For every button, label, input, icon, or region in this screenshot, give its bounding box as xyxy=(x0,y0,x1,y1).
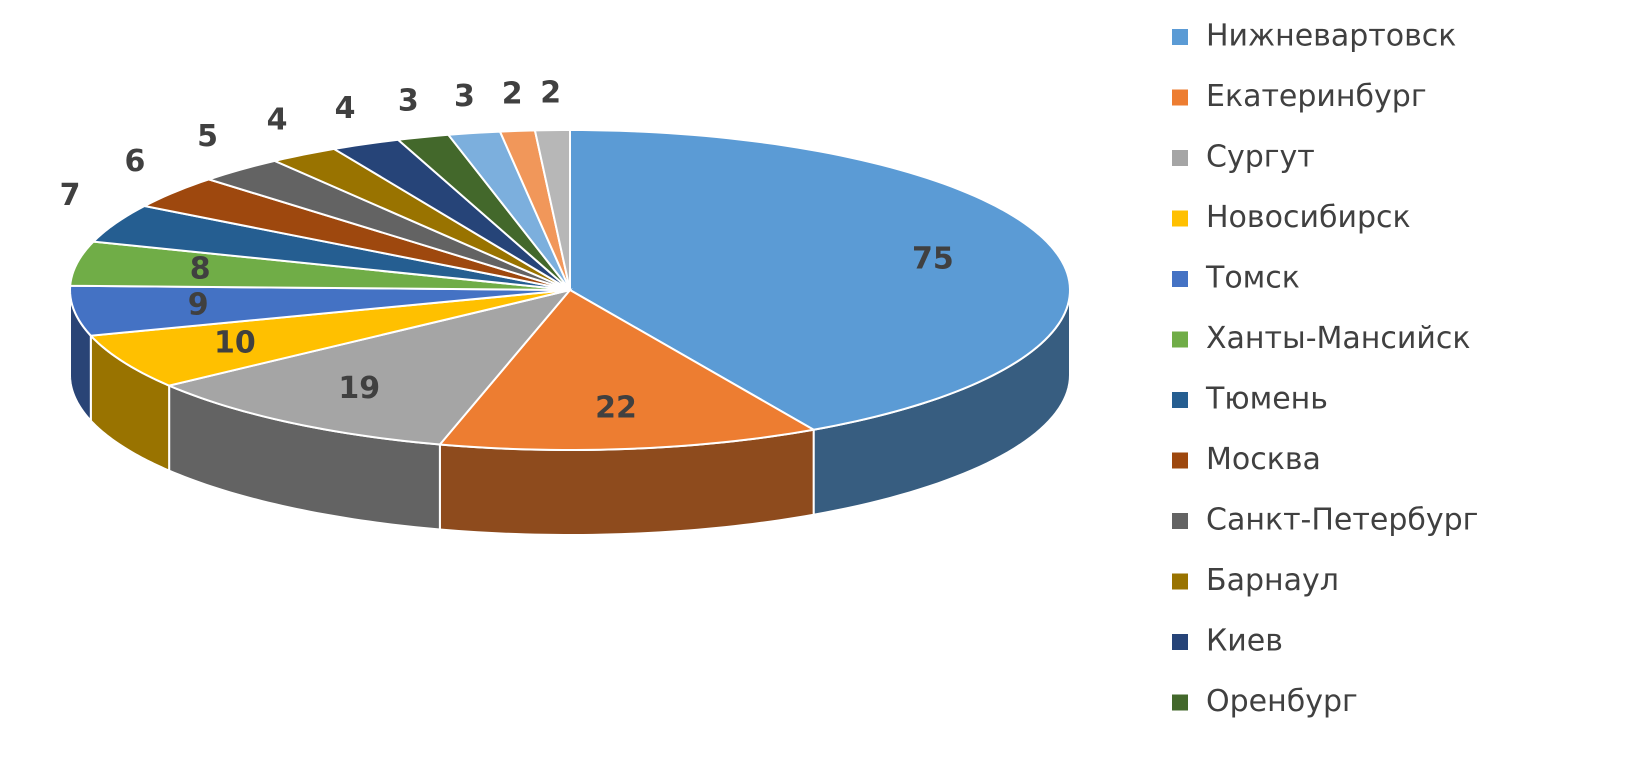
slice xyxy=(69,284,571,337)
data-label: 2 xyxy=(540,76,561,111)
data-label: 9 xyxy=(188,287,209,322)
slice xyxy=(446,130,571,291)
legend-label: Тюмень xyxy=(1205,382,1328,417)
data-label: 3 xyxy=(454,79,475,114)
slice xyxy=(141,178,571,291)
legend-label: Нижневартовск xyxy=(1206,19,1456,54)
data-label: 4 xyxy=(335,91,356,126)
legend-label: Екатеринбург xyxy=(1206,79,1427,114)
slice xyxy=(331,138,571,291)
legend-swatch xyxy=(1172,634,1188,650)
slice xyxy=(395,133,571,291)
data-label: 19 xyxy=(338,371,380,406)
legend-swatch xyxy=(1172,210,1188,227)
data-label: 4 xyxy=(267,103,288,138)
slice xyxy=(165,288,573,446)
slice xyxy=(437,288,817,451)
slice xyxy=(569,128,1071,431)
data-label: 22 xyxy=(595,391,637,426)
slice xyxy=(88,289,571,387)
slice xyxy=(205,159,571,291)
data-label: 7 xyxy=(60,178,81,213)
data-label: 3 xyxy=(398,83,419,118)
data-label: 6 xyxy=(124,144,145,179)
data-label: 10 xyxy=(214,325,256,360)
legend-swatch xyxy=(1172,150,1188,166)
legend-label: Оренбург xyxy=(1206,684,1358,719)
legend-swatch xyxy=(1172,513,1188,529)
data-label: 8 xyxy=(190,252,211,287)
legend-swatch xyxy=(1172,452,1188,469)
legend-label: Томск xyxy=(1205,261,1300,296)
data-label: 2 xyxy=(502,76,523,111)
legend-swatch xyxy=(1172,89,1188,106)
data-label: 5 xyxy=(197,119,218,154)
legend-swatch xyxy=(1172,271,1188,287)
legend-label: Новосибирск xyxy=(1206,200,1411,235)
legend-label: Барнаул xyxy=(1206,563,1339,598)
slice xyxy=(271,147,571,291)
legend-label: Ханты-Мансийск xyxy=(1206,321,1471,356)
legend-swatch xyxy=(1172,573,1188,590)
data-label: 75 xyxy=(912,241,954,276)
legend-swatch xyxy=(1172,29,1188,45)
legend-swatch xyxy=(1172,331,1188,348)
legend-label: Киев xyxy=(1206,624,1283,659)
legend-label: Москва xyxy=(1206,442,1321,477)
legend-swatch xyxy=(1172,392,1188,408)
legend-label: Санкт-Петербург xyxy=(1206,503,1478,538)
slice xyxy=(533,128,571,291)
slice xyxy=(91,204,571,291)
legend-label: Сургут xyxy=(1206,140,1315,175)
legend-swatch xyxy=(1172,694,1188,711)
